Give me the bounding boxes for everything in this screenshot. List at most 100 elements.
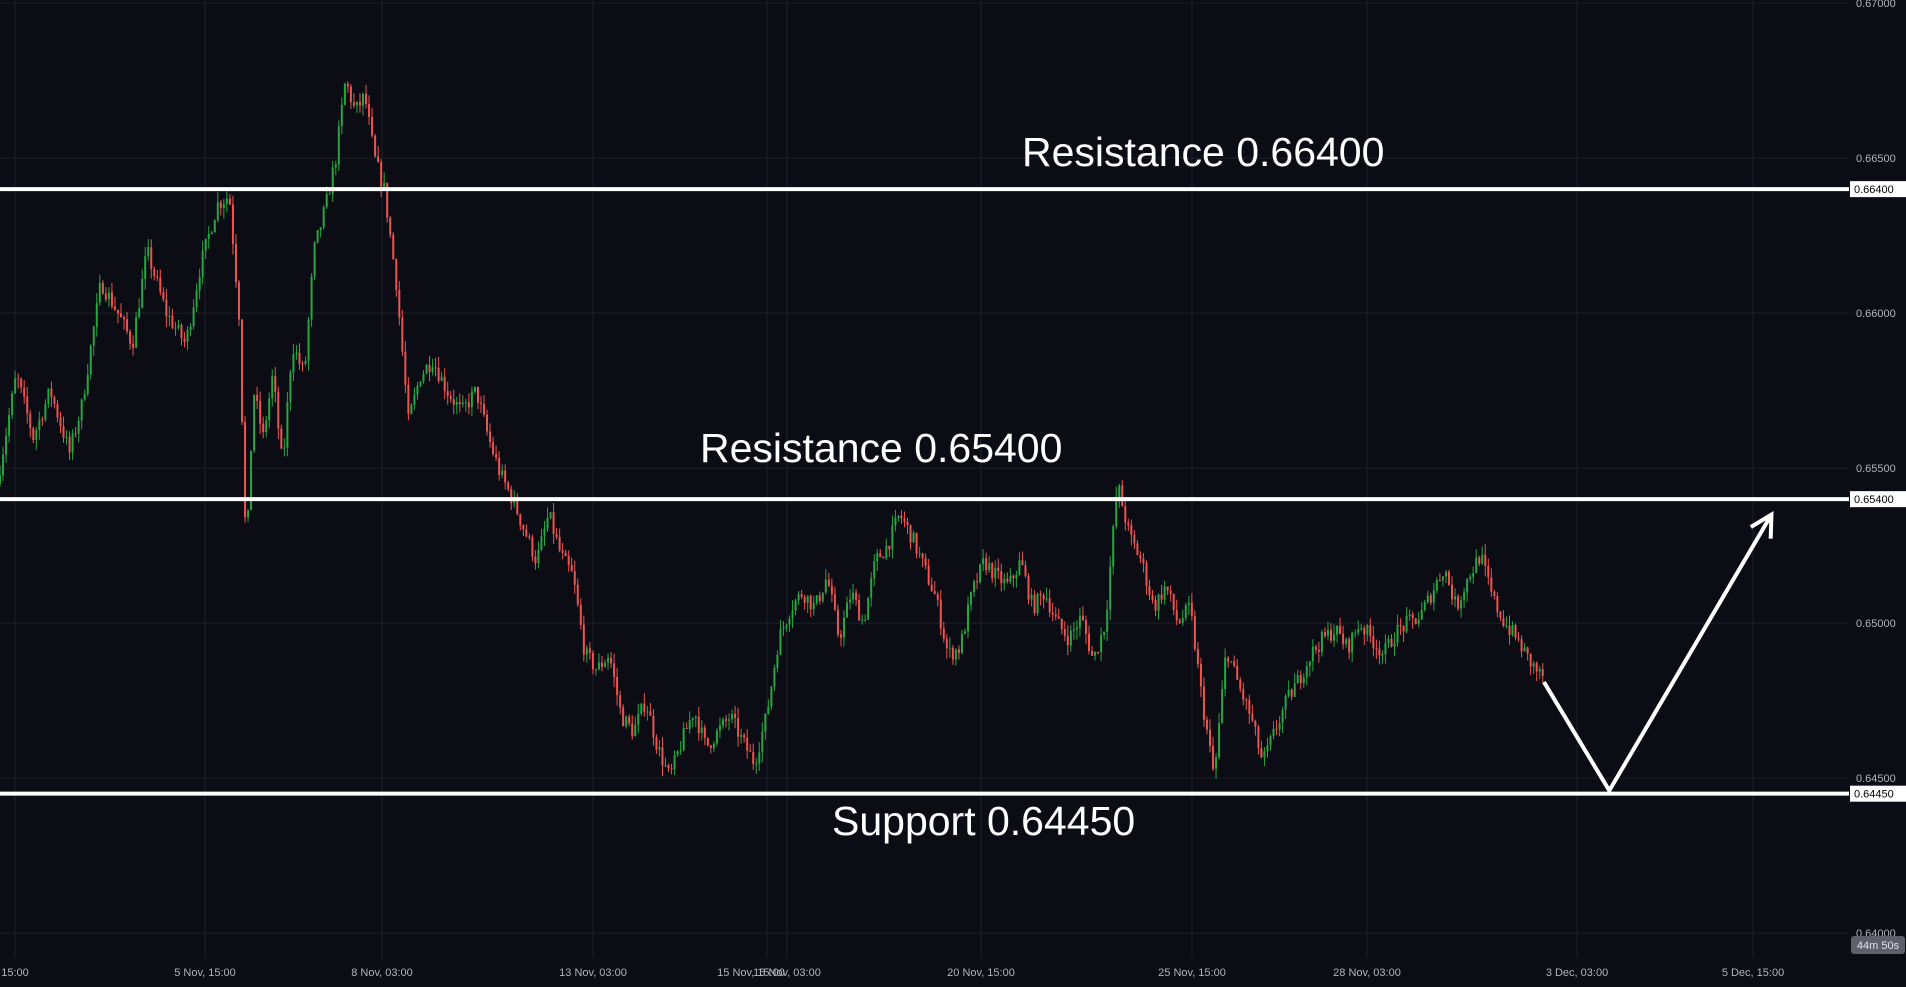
candle-body — [225, 198, 228, 204]
candle-body — [1181, 618, 1184, 623]
candle-down — [1048, 589, 1051, 617]
candle-body — [47, 388, 50, 404]
candle-body — [888, 545, 891, 550]
candle-body — [631, 723, 634, 737]
candle-body — [1384, 643, 1387, 654]
candle-down — [449, 390, 452, 403]
candle-up — [65, 429, 68, 445]
candle-up — [688, 711, 691, 734]
candle-down — [1084, 615, 1087, 644]
candle-down — [1402, 624, 1405, 643]
candle-body — [377, 156, 380, 163]
candle-body — [1136, 543, 1139, 556]
candle-up — [664, 757, 667, 768]
candle-body — [1245, 699, 1248, 701]
candle-body — [749, 750, 752, 752]
candle-body — [725, 719, 727, 721]
candle-down — [800, 589, 803, 600]
candle-body — [501, 470, 504, 475]
candle-up — [718, 717, 721, 738]
level-price-tag-bg — [1850, 181, 1906, 198]
candle-down — [1260, 740, 1263, 759]
candle-body — [1478, 557, 1481, 564]
candle-body — [262, 423, 265, 433]
candle-body — [791, 610, 794, 619]
candle-body — [740, 734, 743, 737]
candle-down — [371, 107, 374, 138]
candle-down — [616, 667, 619, 706]
candle-body — [407, 384, 410, 414]
candle-down — [492, 436, 495, 457]
candle-body — [1263, 751, 1266, 758]
candle-up — [210, 230, 213, 235]
candle-up — [216, 192, 219, 223]
candle-down — [132, 335, 135, 356]
price-tick-label: 0.67000 — [1856, 0, 1896, 10]
candle-body — [216, 202, 219, 221]
candle-down — [818, 591, 821, 605]
candle-body — [516, 497, 519, 515]
candle-down — [833, 586, 836, 612]
candle-up — [782, 621, 785, 636]
candle-body — [1202, 686, 1205, 720]
candle-up — [1481, 546, 1484, 566]
candle-up — [189, 323, 192, 336]
candle-body — [954, 649, 957, 660]
candle-body — [619, 695, 622, 708]
candle-body — [528, 536, 531, 538]
candle-down — [1514, 623, 1517, 641]
candle-body — [979, 564, 982, 583]
candle-body — [776, 654, 779, 669]
candle-down — [591, 650, 594, 675]
candle-down — [1142, 552, 1145, 573]
candle-down — [126, 311, 129, 335]
candle-body — [1063, 628, 1066, 636]
candle-down — [1121, 480, 1124, 507]
candle-body — [53, 397, 56, 404]
candle-down — [162, 287, 165, 302]
candle-up — [776, 650, 779, 673]
candle-body — [147, 247, 150, 257]
candle-body — [852, 592, 855, 600]
candle-down — [129, 329, 132, 350]
candle-body — [1163, 586, 1166, 600]
candle-body — [1505, 625, 1508, 627]
candle-body — [607, 657, 610, 663]
candle-body — [737, 718, 740, 737]
candle-up — [168, 306, 171, 327]
candle-body — [767, 706, 770, 714]
candle-body — [879, 553, 882, 558]
candle-body — [797, 594, 800, 601]
candle-up — [44, 399, 47, 422]
candle-body — [410, 404, 413, 414]
candle-up — [1387, 635, 1390, 648]
candle-up — [1230, 661, 1233, 664]
candle-down — [576, 578, 579, 607]
candle-body — [1299, 674, 1302, 684]
candle-body — [35, 430, 38, 441]
candle-body — [1024, 565, 1027, 576]
candle-body — [71, 433, 74, 453]
candle-body — [222, 203, 225, 209]
candle-up — [1263, 747, 1266, 767]
candle-body — [192, 307, 195, 327]
candle-down — [401, 309, 404, 356]
candle-down — [1375, 639, 1378, 659]
candle-body — [634, 724, 637, 737]
candle-body — [1311, 646, 1314, 662]
level-price-tag-text: 0.65400 — [1854, 494, 1894, 506]
candle-down — [153, 266, 156, 281]
candle-up — [77, 416, 80, 443]
candle-up — [864, 614, 867, 622]
candle-down — [231, 195, 234, 255]
candle-up — [8, 407, 11, 443]
time-axis[interactable]: 15:00 5 Nov, 15:00 8 Nov, 03:00 13 Nov, 03:… — [1, 967, 1784, 979]
candle-body — [1360, 628, 1363, 630]
candle-down — [534, 550, 537, 570]
candle-up — [1444, 569, 1447, 584]
candle-body — [546, 517, 549, 529]
candle-up — [764, 713, 767, 740]
candle-body — [758, 752, 761, 764]
candle-down — [558, 528, 561, 553]
